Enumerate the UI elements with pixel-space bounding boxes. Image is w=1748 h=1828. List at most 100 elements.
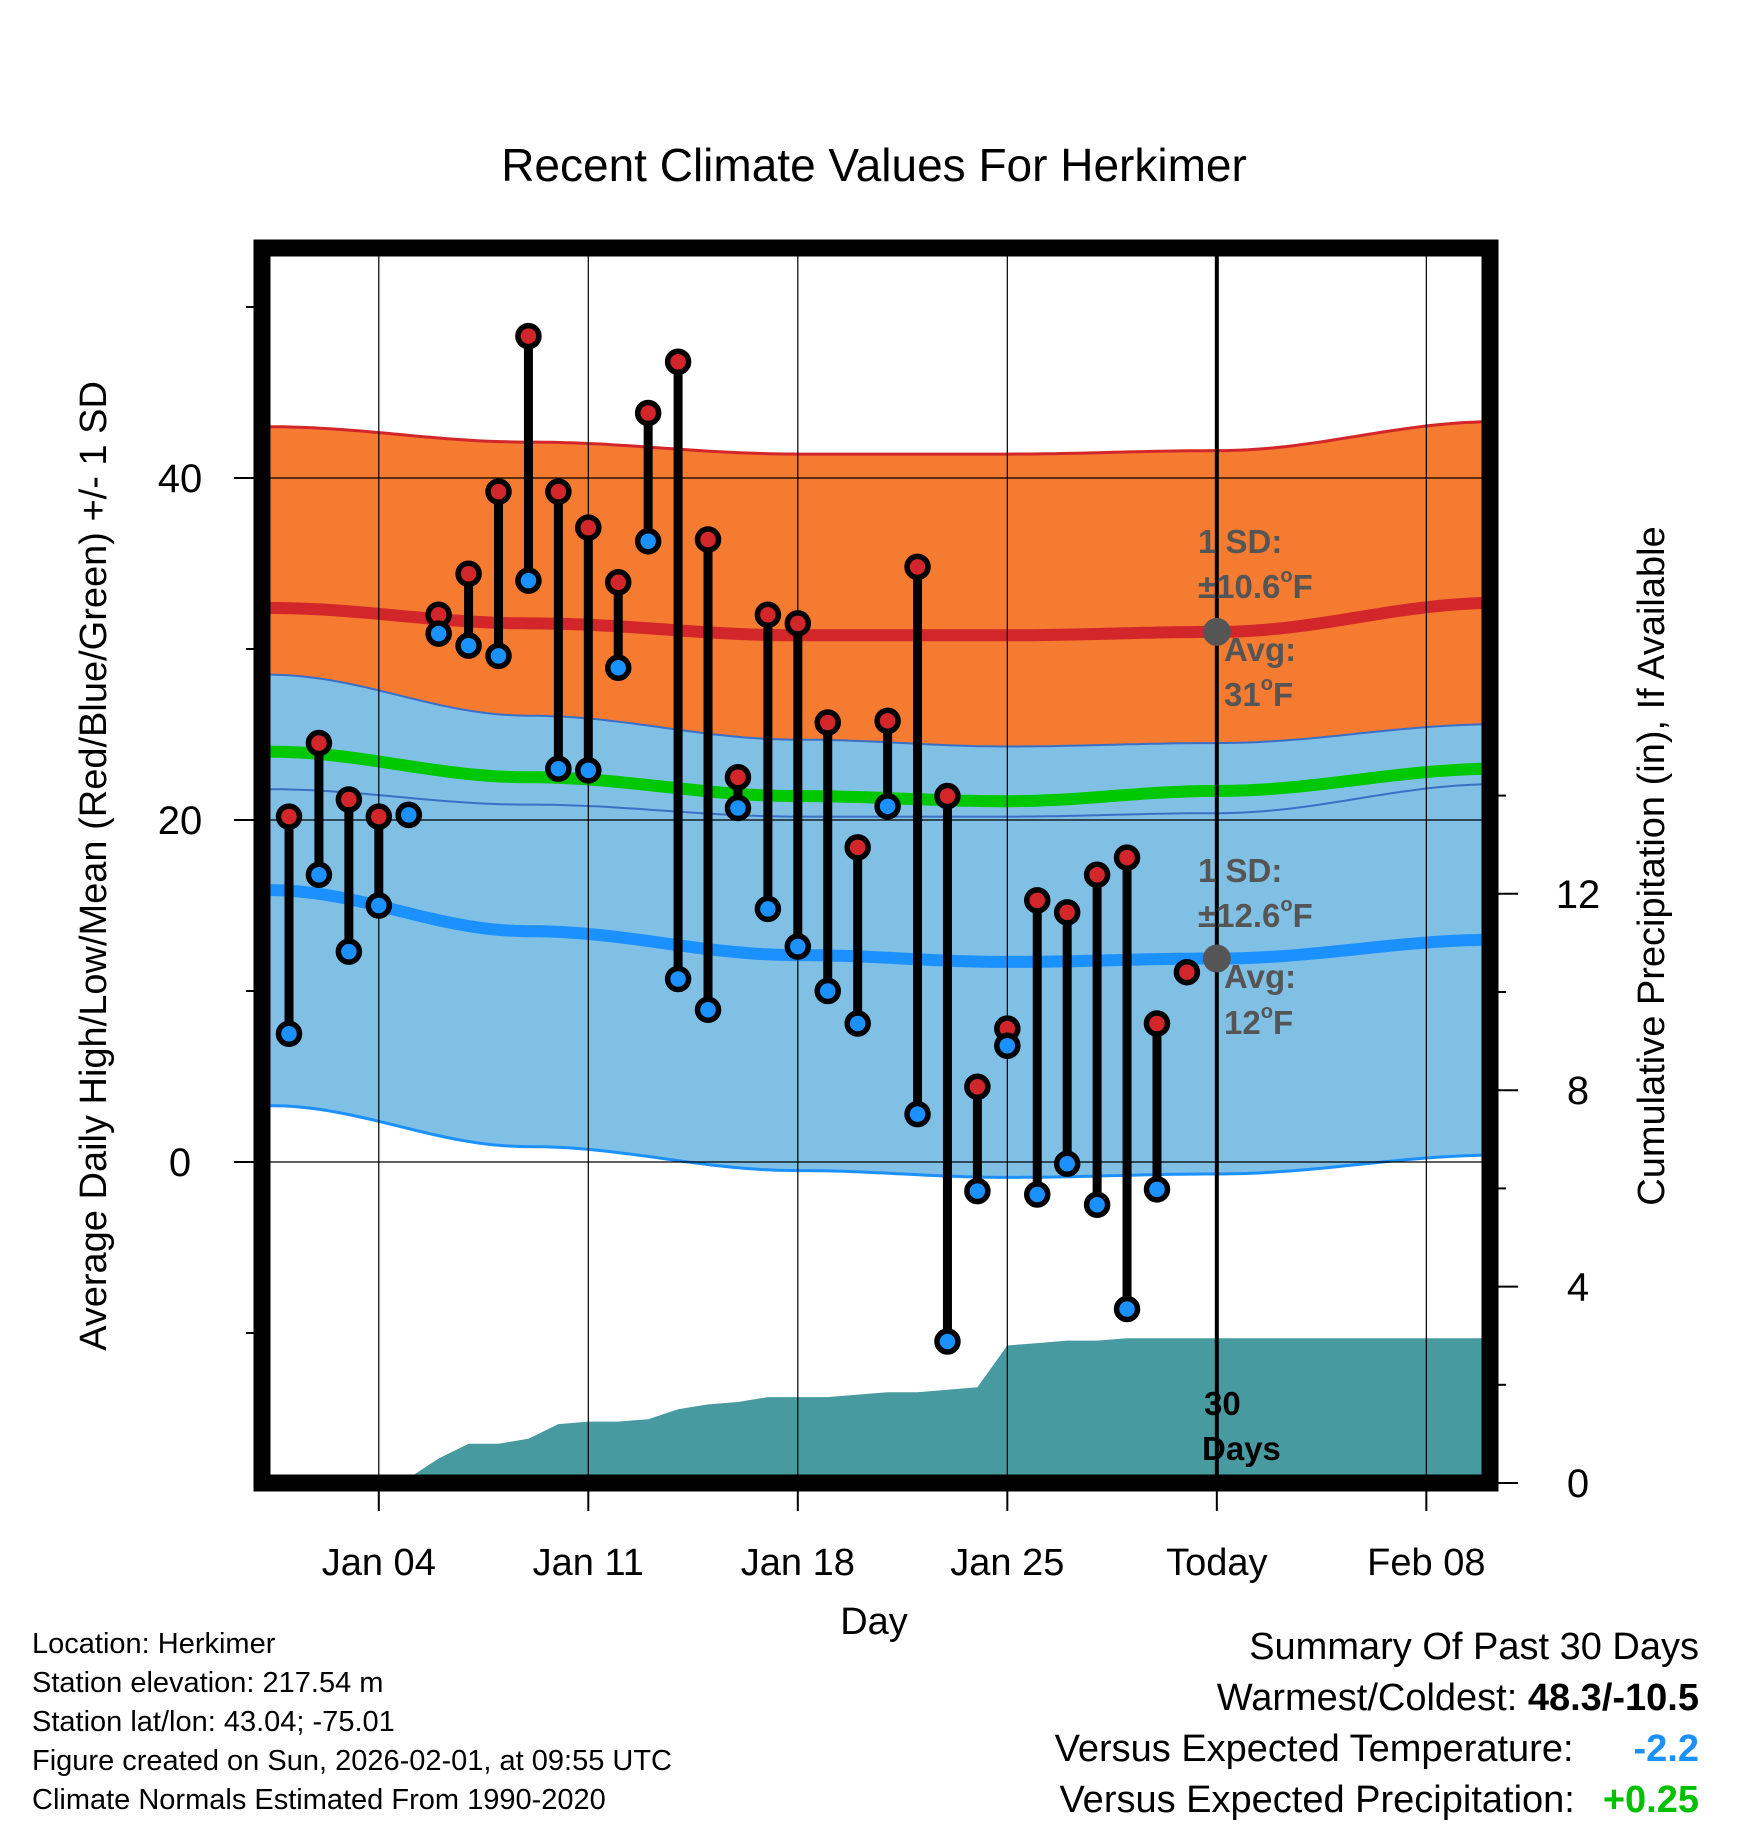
- daily-points: [275, 322, 1201, 1355]
- low-point: [904, 1100, 931, 1128]
- low-avg-label: Avg:: [1224, 958, 1296, 995]
- low-upper-edge: [267, 673, 1490, 748]
- temp-label: Versus Expected Temperature:: [1054, 1728, 1574, 1770]
- daily-range-bars: [284, 336, 1162, 1342]
- low-point: [604, 654, 632, 682]
- high-sd-label: 1 SD:: [1198, 523, 1282, 560]
- high-sd-annotation: 1 SD: ±10.6oF Avg: 31oF: [1198, 523, 1313, 713]
- high-point: [305, 729, 333, 757]
- x-tick-label: Jan 18: [741, 1542, 855, 1584]
- low-sd-annotation: 1 SD: ±12.6oF Avg: 12oF: [1198, 852, 1313, 1041]
- summary-title: Summary Of Past 30 Days: [1249, 1626, 1699, 1668]
- low-point: [515, 567, 542, 594]
- right-tick-label: 12: [1556, 873, 1601, 917]
- low-point: [844, 1010, 871, 1037]
- low-point: [335, 938, 363, 965]
- summary-panel: Summary Of Past 30 Days Warmest/Coldest:…: [1055, 1622, 1699, 1826]
- high-avg-value: 31oF: [1224, 673, 1293, 713]
- high-point: [455, 560, 482, 588]
- temp-row: Versus Expected Temperature: -2.2: [1055, 1724, 1699, 1775]
- low-point: [1053, 1150, 1081, 1177]
- left-tick-label: 20: [158, 799, 203, 843]
- low-point: [1083, 1191, 1111, 1218]
- high-point: [694, 526, 722, 553]
- low-sd-band: [268, 674, 1490, 1178]
- high-point: [664, 348, 692, 375]
- chart-title: Recent Climate Values For Herkimer: [501, 139, 1247, 191]
- x-tick-label: Today: [1166, 1542, 1267, 1584]
- low-point: [305, 861, 333, 888]
- low-point: [694, 996, 722, 1024]
- x-tick-label: Feb 08: [1367, 1542, 1485, 1584]
- left-axis: 40 20 0: [158, 306, 262, 1334]
- high-point: [1083, 861, 1111, 888]
- high-point: [874, 707, 901, 735]
- plot-frame: [253, 239, 1499, 1492]
- high-point: [1053, 899, 1081, 926]
- low-sd-value: ±12.6oF: [1198, 894, 1313, 934]
- precip-value: +0.25: [1602, 1779, 1699, 1821]
- high-point: [575, 514, 602, 541]
- high-point: [1173, 958, 1201, 986]
- low-point: [365, 892, 393, 919]
- low-avg-value: 12oF: [1224, 1001, 1293, 1041]
- days-count: 30: [1204, 1385, 1241, 1422]
- location-text: Location: Herkimer: [32, 1628, 276, 1660]
- right-tick-label: 0: [1567, 1462, 1589, 1506]
- high-point: [545, 478, 572, 505]
- low-point: [485, 642, 512, 670]
- right-axis: 12 8 4 0: [1490, 794, 1601, 1506]
- high-point: [365, 803, 393, 830]
- precip-label: Versus Expected Precipitation:: [1059, 1779, 1575, 1821]
- created-text: Figure created on Sun, 2026-02-01, at 09…: [32, 1745, 672, 1777]
- normal-bands: [267, 420, 1490, 1483]
- x-axis-label: Day: [840, 1601, 908, 1643]
- low-avg-marker: [1202, 944, 1231, 973]
- low-point: [1143, 1176, 1171, 1203]
- low-point: [934, 1328, 961, 1355]
- normals-text: Climate Normals Estimated From 1990-2020: [32, 1784, 606, 1816]
- high-point: [1024, 887, 1051, 914]
- high-point: [1113, 844, 1141, 871]
- right-tick-label: 8: [1567, 1069, 1589, 1113]
- warmest-coldest-value: 48.3/-10.5: [1527, 1677, 1699, 1719]
- high-point: [724, 764, 752, 791]
- low-point: [1024, 1181, 1051, 1208]
- low-point: [275, 1020, 303, 1047]
- high-point: [814, 709, 841, 736]
- x-tick-label: Jan 11: [533, 1542, 644, 1584]
- days-annotation: 30 Days: [1202, 1385, 1281, 1467]
- high-avg-label: Avg:: [1224, 631, 1296, 668]
- low-point: [784, 933, 812, 960]
- y-axis-label-left: Average Daily High/Low/Mean (Red/Blue/Gr…: [73, 381, 115, 1351]
- high-point: [904, 553, 931, 581]
- low-point: [425, 620, 452, 647]
- temp-value: -2.2: [1633, 1728, 1699, 1770]
- right-tick-label: 4: [1567, 1266, 1589, 1310]
- low-point: [964, 1177, 991, 1205]
- precip-area: [268, 1338, 1490, 1483]
- low-point: [634, 528, 662, 555]
- y-axis-label-right: Cumulative Precipitation (in), If Availa…: [1631, 526, 1673, 1205]
- low-point: [575, 757, 602, 784]
- low-point: [664, 965, 692, 993]
- warmest-coldest-label: Warmest/Coldest:: [1216, 1677, 1518, 1719]
- high-point: [934, 782, 961, 810]
- low-point: [874, 793, 901, 820]
- high-point: [335, 786, 363, 813]
- precip-row: Versus Expected Precipitation: +0.25: [1055, 1775, 1699, 1826]
- low-point: [754, 895, 782, 923]
- warmest-coldest-row: Warmest/Coldest: 48.3/-10.5: [1055, 1673, 1699, 1724]
- low-point: [455, 632, 482, 659]
- high-point: [515, 322, 542, 350]
- high-point: [964, 1073, 991, 1101]
- x-tick-label: Jan 04: [322, 1542, 436, 1584]
- high-point: [844, 834, 871, 861]
- high-point: [634, 399, 662, 427]
- x-axis: Jan 04 Jan 11 Jan 18 Jan 25 Today Feb 08: [322, 1483, 1485, 1584]
- low-point: [814, 977, 841, 1005]
- high-upper-edge: [268, 420, 1490, 456]
- high-point: [604, 569, 632, 596]
- high-point: [275, 803, 303, 830]
